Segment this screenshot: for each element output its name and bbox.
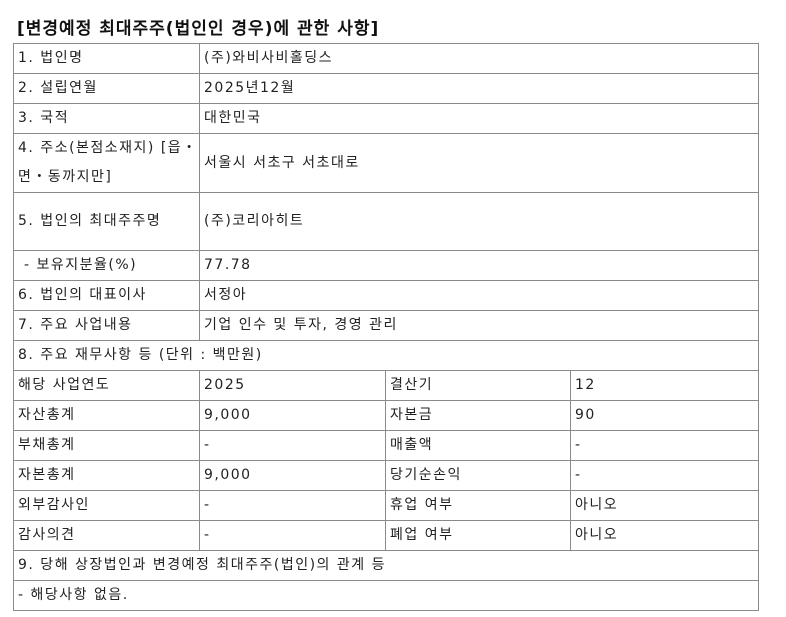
cell: 자본금	[385, 400, 571, 431]
table-row: 9. 당해 상장법인과 변경예정 최대주주(법인)의 관계 등	[13, 550, 759, 581]
row-label: 5. 법인의 최대주주명	[13, 192, 200, 251]
row-label: 1. 법인명	[13, 43, 200, 74]
cell: -	[570, 460, 759, 491]
cell: 폐업 여부	[385, 520, 571, 551]
financials-header: 8. 주요 재무사항 등 (단위 : 백만원)	[13, 340, 759, 371]
table-row: 5. 법인의 최대주주명 (주)코리아히트	[13, 192, 759, 251]
cell: 2025	[199, 370, 386, 401]
cell: 해당 사업연도	[13, 370, 200, 401]
table-row: - 해당사항 없음.	[13, 580, 759, 611]
cell: -	[199, 520, 386, 551]
financial-row: 해당 사업연도 2025 결산기 12	[13, 370, 759, 401]
cell: 당기순손익	[385, 460, 571, 491]
table-row: 4. 주소(본점소재지) [읍・면・동까지만] 서울시 서초구 서초대로	[13, 133, 759, 193]
table-row: 8. 주요 재무사항 등 (단위 : 백만원)	[13, 340, 759, 371]
cell: 외부감사인	[13, 490, 200, 521]
cell: 9,000	[199, 460, 386, 491]
row-value: 기업 인수 및 투자, 경영 관리	[199, 310, 759, 341]
cell: 감사의견	[13, 520, 200, 551]
financial-row: 부채총계 - 매출액 -	[13, 430, 759, 461]
financial-row: 감사의견 - 폐업 여부 아니오	[13, 520, 759, 551]
row-label: - 보유지분율(%)	[13, 250, 200, 281]
financial-row: 자산총계 9,000 자본금 90	[13, 400, 759, 431]
cell: 9,000	[199, 400, 386, 431]
row-value: 대한민국	[199, 103, 759, 134]
cell: 휴업 여부	[385, 490, 571, 521]
cell: 아니오	[570, 520, 759, 551]
row-value: 서정아	[199, 280, 759, 311]
financial-row: 외부감사인 - 휴업 여부 아니오	[13, 490, 759, 521]
relation-value: - 해당사항 없음.	[13, 580, 759, 611]
row-label: 2. 설립연월	[13, 73, 200, 104]
cell: 자본총계	[13, 460, 200, 491]
cell: 부채총계	[13, 430, 200, 461]
section-title: [변경예정 최대주주(법인인 경우)에 관한 사항]	[17, 19, 380, 39]
largest-shareholder-table: 1. 법인명 (주)와비사비홀딩스 2. 설립연월 2025년12월 3. 국적 대한…	[13, 43, 759, 611]
cell: -	[199, 490, 386, 521]
cell: 결산기	[385, 370, 571, 401]
table-row: 1. 법인명 (주)와비사비홀딩스	[13, 43, 759, 74]
row-label: 7. 주요 사업내용	[13, 310, 200, 341]
row-value: (주)와비사비홀딩스	[199, 43, 759, 74]
cell: 매출액	[385, 430, 571, 461]
cell: 자산총계	[13, 400, 200, 431]
table-row: 2. 설립연월 2025년12월	[13, 73, 759, 104]
cell: 90	[570, 400, 759, 431]
table-row: 3. 국적 대한민국	[13, 103, 759, 134]
cell: 아니오	[570, 490, 759, 521]
table-row: 7. 주요 사업내용 기업 인수 및 투자, 경영 관리	[13, 310, 759, 341]
row-value: (주)코리아히트	[199, 192, 759, 251]
cell: -	[199, 430, 386, 461]
table-row: - 보유지분율(%) 77.78	[13, 250, 759, 281]
row-label: 6. 법인의 대표이사	[13, 280, 200, 311]
relation-header: 9. 당해 상장법인과 변경예정 최대주주(법인)의 관계 등	[13, 550, 759, 581]
row-label: 3. 국적	[13, 103, 200, 134]
row-value: 77.78	[199, 250, 759, 281]
table-row: 6. 법인의 대표이사 서정아	[13, 280, 759, 311]
financial-row: 자본총계 9,000 당기순손익 -	[13, 460, 759, 491]
cell: 12	[570, 370, 759, 401]
cell: -	[570, 430, 759, 461]
row-value: 서울시 서초구 서초대로	[199, 133, 759, 193]
row-value: 2025년12월	[199, 73, 759, 104]
row-label: 4. 주소(본점소재지) [읍・면・동까지만]	[13, 133, 200, 193]
